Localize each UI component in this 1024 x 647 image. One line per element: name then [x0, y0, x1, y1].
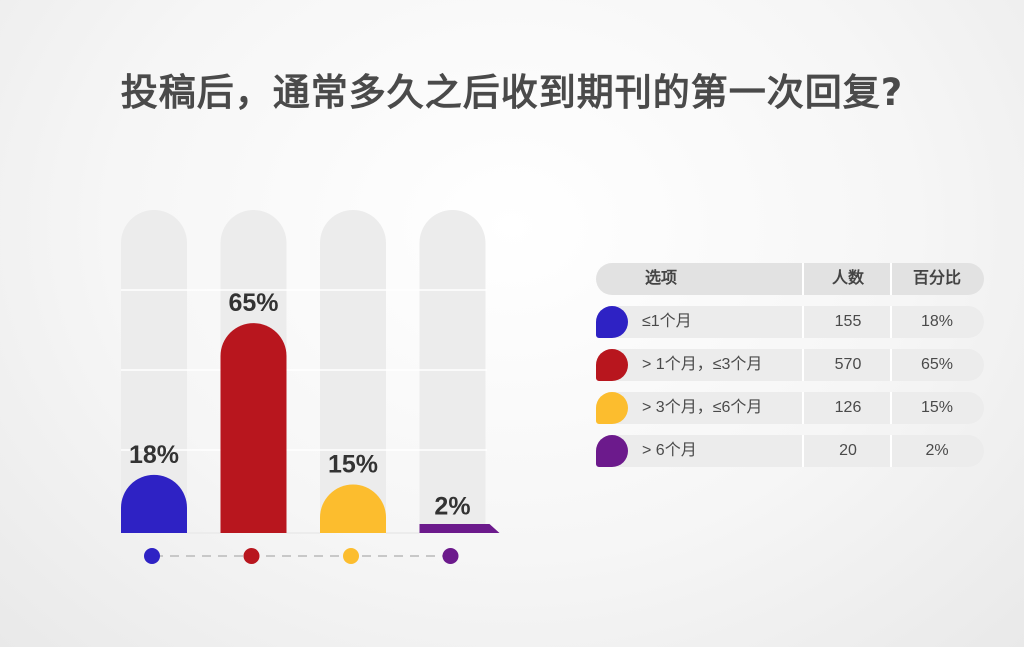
- row-percent: 18%: [890, 306, 982, 338]
- data-label: 18%: [129, 441, 179, 469]
- category-dot: [343, 548, 359, 564]
- legend-marker-icon: [596, 306, 628, 338]
- table-header-row: 选项 人数 百分比: [596, 263, 984, 295]
- table-row: > 3个月，≤6个月 126 15%: [596, 392, 984, 424]
- table-row: > 1个月，≤3个月 570 65%: [596, 349, 984, 381]
- bar: [320, 484, 386, 533]
- row-percent: 15%: [890, 392, 982, 424]
- chart-title: 投稿后，通常多久之后收到期刊的第一次回复?: [120, 71, 904, 114]
- row-count: 126: [802, 392, 892, 424]
- row-percent: 2%: [890, 435, 982, 467]
- bar-track: [419, 210, 486, 533]
- row-option: > 1个月，≤3个月: [642, 356, 763, 373]
- data-table: 选项 人数 百分比 ≤1个月 155 18% > 1个月，≤3个月 570 65…: [596, 263, 984, 478]
- bar: [220, 323, 287, 533]
- category-dot: [243, 548, 260, 564]
- category-dot: [144, 548, 160, 564]
- header-option: 选项: [644, 270, 677, 287]
- row-option: > 6个月: [642, 442, 697, 459]
- table-row: ≤1个月 155 18%: [596, 306, 984, 338]
- row-count: 155: [802, 306, 892, 338]
- table-row: > 6个月 20 2%: [596, 435, 984, 467]
- header-count: 人数: [802, 263, 892, 295]
- header-percent: 百分比: [890, 263, 982, 295]
- data-label: 2%: [434, 493, 470, 521]
- legend-marker-icon: [596, 349, 628, 381]
- bar-tail: [419, 524, 500, 533]
- category-dot: [442, 548, 459, 564]
- row-count: 20: [802, 435, 892, 467]
- bar: [121, 474, 187, 533]
- row-option: > 3个月，≤6个月: [642, 399, 763, 416]
- legend-marker-icon: [596, 392, 628, 424]
- data-label: 15%: [328, 451, 378, 479]
- row-count: 570: [802, 349, 892, 381]
- data-label: 65%: [228, 289, 278, 317]
- legend-marker-icon: [596, 435, 628, 467]
- row-option: ≤1个月: [642, 313, 692, 330]
- row-percent: 65%: [890, 349, 982, 381]
